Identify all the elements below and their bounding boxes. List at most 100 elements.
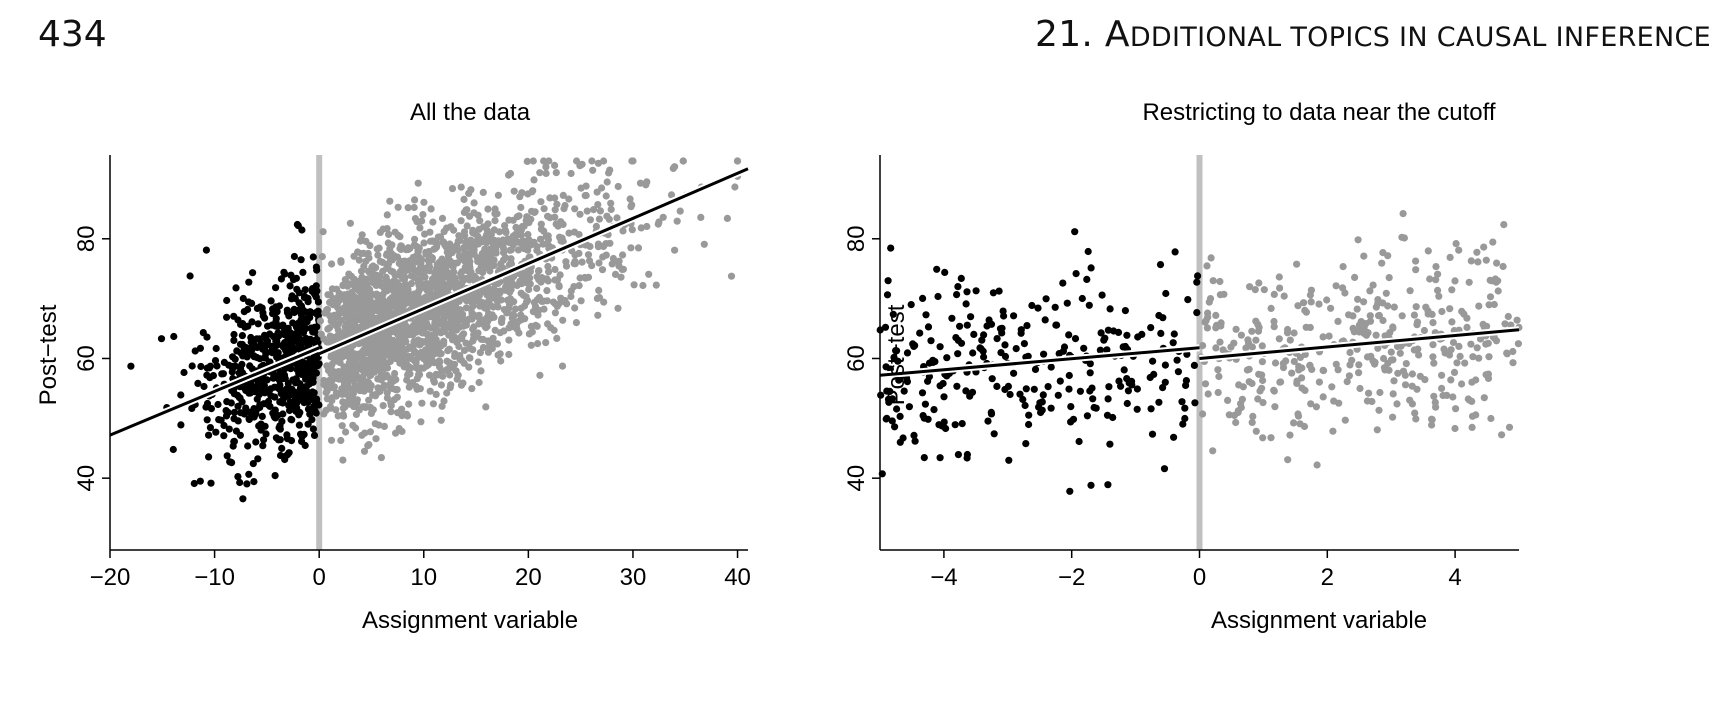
point-below-cutoff: [1147, 324, 1155, 332]
x-tick-label: 40: [724, 564, 751, 591]
point-above-cutoff: [1494, 277, 1502, 285]
point-below-cutoff: [943, 354, 951, 362]
point-below-cutoff: [278, 444, 286, 452]
point-below-cutoff: [239, 495, 247, 503]
point-above-cutoff: [519, 291, 528, 299]
point-above-cutoff: [474, 211, 482, 219]
point-above-cutoff: [576, 210, 584, 218]
point-above-cutoff: [429, 400, 437, 408]
point-above-cutoff: [1473, 248, 1481, 256]
point-above-cutoff: [1368, 397, 1376, 406]
point-above-cutoff: [366, 403, 374, 412]
point-above-cutoff: [474, 232, 482, 240]
fit-line-above-cutoff: [318, 167, 749, 356]
point-above-cutoff: [471, 290, 479, 298]
point-above-cutoff: [1480, 243, 1488, 251]
point-above-cutoff: [1467, 257, 1475, 265]
point-below-cutoff: [1066, 487, 1074, 495]
point-above-cutoff: [547, 324, 555, 332]
point-above-cutoff: [360, 447, 369, 455]
point-above-cutoff: [460, 315, 468, 323]
point-above-cutoff: [332, 389, 340, 397]
point-above-cutoff: [1255, 370, 1263, 378]
point-below-cutoff: [921, 400, 929, 408]
point-below-cutoff: [287, 337, 295, 345]
point-above-cutoff: [1346, 361, 1354, 369]
point-above-cutoff: [481, 323, 489, 331]
point-above-cutoff: [1300, 422, 1309, 431]
point-above-cutoff: [589, 166, 597, 174]
point-above-cutoff: [1487, 414, 1495, 423]
point-above-cutoff: [1489, 238, 1497, 246]
point-above-cutoff: [1455, 246, 1463, 254]
point-below-cutoff: [230, 330, 238, 339]
point-below-cutoff: [250, 478, 258, 486]
point-below-cutoff: [256, 401, 264, 409]
point-above-cutoff: [586, 216, 595, 224]
point-above-cutoff: [1468, 423, 1476, 431]
point-above-cutoff: [1456, 352, 1464, 360]
point-above-cutoff: [404, 371, 412, 379]
point-below-cutoff: [213, 362, 221, 370]
point-above-cutoff: [1216, 291, 1224, 299]
point-below-cutoff: [1052, 321, 1060, 329]
point-above-cutoff: [1461, 359, 1469, 367]
point-above-cutoff: [652, 281, 660, 289]
point-below-cutoff: [1001, 341, 1009, 349]
y-tick-label: 60: [73, 345, 100, 372]
point-above-cutoff: [1302, 308, 1310, 316]
points-group: [127, 157, 742, 503]
point-above-cutoff: [373, 315, 381, 323]
point-above-cutoff: [1453, 359, 1461, 367]
point-above-cutoff: [475, 267, 483, 275]
point-below-cutoff: [301, 286, 309, 294]
point-above-cutoff: [1290, 419, 1298, 427]
point-above-cutoff: [438, 256, 446, 264]
y-tick-label: 60: [843, 345, 870, 372]
point-below-cutoff: [987, 410, 996, 418]
point-above-cutoff: [1475, 302, 1483, 310]
point-below-cutoff: [887, 244, 895, 252]
point-above-cutoff: [517, 311, 525, 319]
point-below-cutoff: [1001, 352, 1010, 361]
point-above-cutoff: [492, 246, 500, 255]
point-above-cutoff: [1448, 318, 1456, 326]
point-above-cutoff: [570, 228, 579, 236]
point-above-cutoff: [435, 363, 444, 371]
point-below-cutoff: [929, 356, 937, 364]
point-above-cutoff: [505, 238, 513, 246]
point-above-cutoff: [1514, 340, 1522, 348]
point-above-cutoff: [468, 246, 476, 254]
point-above-cutoff: [544, 262, 552, 271]
point-below-cutoff: [967, 313, 975, 321]
point-above-cutoff: [479, 188, 487, 196]
point-below-cutoff: [305, 405, 313, 414]
point-below-cutoff: [272, 434, 280, 442]
point-above-cutoff: [407, 280, 415, 288]
point-below-cutoff: [936, 454, 944, 462]
point-above-cutoff: [383, 211, 391, 219]
point-below-cutoff: [930, 406, 938, 414]
point-below-cutoff: [954, 451, 962, 459]
point-below-cutoff: [1106, 440, 1114, 448]
point-below-cutoff: [238, 360, 246, 368]
point-above-cutoff: [1485, 353, 1493, 361]
point-above-cutoff: [1493, 259, 1501, 267]
point-below-cutoff: [283, 435, 292, 443]
point-below-cutoff: [883, 291, 892, 299]
point-below-cutoff: [1023, 322, 1031, 330]
point-above-cutoff: [560, 205, 568, 213]
point-above-cutoff: [1441, 349, 1449, 357]
point-above-cutoff: [595, 215, 604, 223]
point-above-cutoff: [1455, 342, 1463, 350]
point-above-cutoff: [1472, 376, 1480, 384]
point-above-cutoff: [551, 309, 560, 317]
point-above-cutoff: [427, 205, 435, 213]
point-above-cutoff: [514, 229, 522, 237]
point-below-cutoff: [1171, 248, 1179, 256]
point-above-cutoff: [1202, 316, 1210, 325]
point-below-cutoff: [300, 292, 309, 300]
point-below-cutoff: [295, 335, 303, 343]
point-above-cutoff: [1327, 304, 1335, 312]
point-below-cutoff: [1039, 391, 1047, 399]
